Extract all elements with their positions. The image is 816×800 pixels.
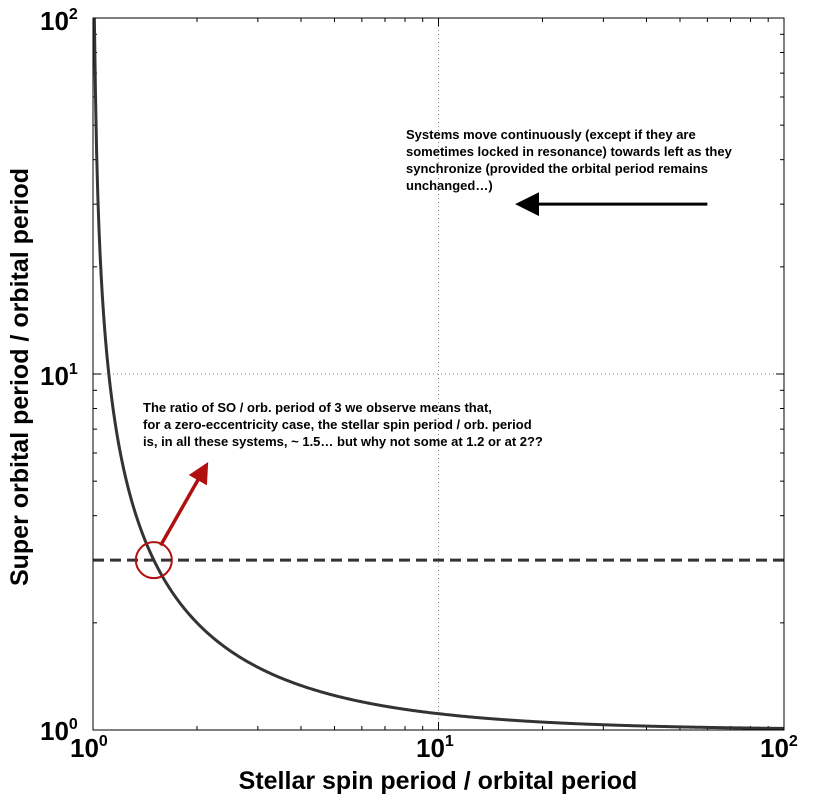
x-axis-label: Stellar spin period / orbital period: [239, 767, 638, 795]
annotation-sync-line: Systems move continuously (except if the…: [406, 127, 696, 142]
highlight-circle: [134, 541, 173, 580]
annotation-ratio-line: is, in all these systems, ~ 1.5… but why…: [143, 434, 543, 449]
y-axis-label: Super orbital period / orbital period: [6, 168, 34, 586]
annotation-ratio: The ratio of SO / orb. period of 3 we ob…: [143, 400, 543, 449]
y-tick-label: 100: [40, 716, 78, 746]
annotation-sync: Systems move continuously (except if the…: [406, 127, 735, 193]
annotation-sync-line: sometimes locked in resonance) towards l…: [406, 144, 733, 159]
annotation-ratio-line: for a zero-eccentricity case, the stella…: [143, 417, 532, 432]
grid: [93, 18, 784, 730]
annotation-sync-line: unchanged…): [406, 178, 493, 193]
y-tick-labels: 100 101 102: [40, 6, 78, 746]
plot-frame: [92, 17, 785, 731]
annotation-ratio-line: The ratio of SO / orb. period of 3 we ob…: [143, 400, 492, 415]
y-tick-label: 101: [40, 361, 78, 391]
ratio-arrow: [159, 461, 209, 547]
x-tick-labels: 100 101 102: [70, 733, 798, 763]
x-tick-label: 100: [70, 733, 108, 763]
y-tick-label: 102: [40, 6, 78, 36]
series-line: [92, 17, 785, 730]
x-tick-label: 101: [416, 733, 454, 763]
x-tick-label: 102: [760, 733, 798, 763]
annotation-sync-line: synchronize (provided the orbital period…: [406, 161, 708, 176]
